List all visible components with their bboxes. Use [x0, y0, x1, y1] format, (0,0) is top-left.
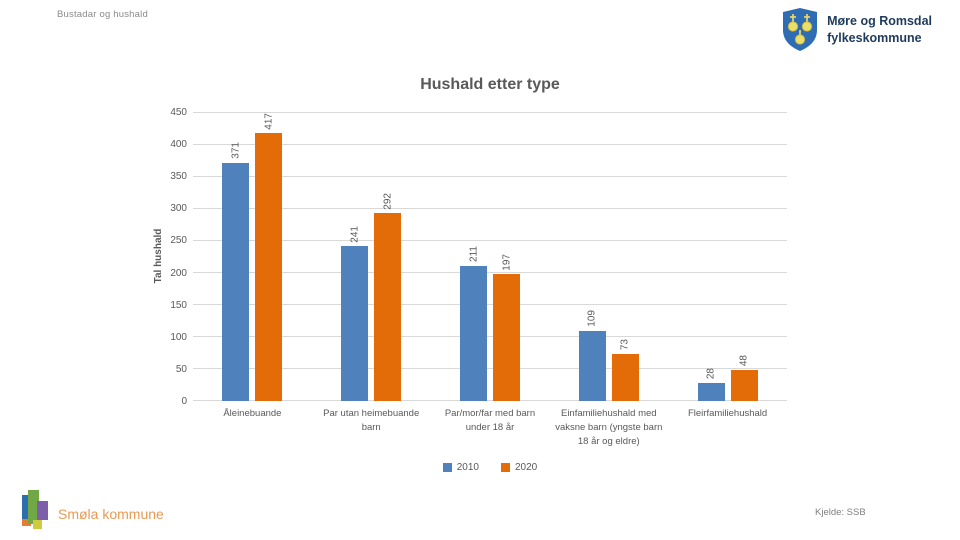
county-logo-line1: Møre og Romsdal: [827, 14, 932, 29]
bar-2020: [493, 274, 520, 401]
gridline: [193, 400, 787, 401]
bar-value-label: 73: [619, 339, 631, 351]
legend-item-2010: 2010: [442, 462, 479, 473]
source-note: Kjelde: SSB: [815, 507, 866, 518]
bar-2010: [460, 265, 487, 401]
bar-value-label: 292: [382, 192, 394, 210]
gridline: [193, 368, 787, 370]
logo-bar-yellow: [33, 520, 42, 529]
bar-value-label: 197: [501, 253, 512, 271]
gridline: [193, 207, 787, 209]
bar-value-label: 48: [738, 355, 750, 367]
logo-bar-blue: [22, 495, 31, 520]
bar-value-label: 417: [263, 112, 275, 130]
y-axis-tick-labels: 0 50 100 150 200 250 300 350 400 450: [150, 107, 187, 407]
gridline: [193, 304, 787, 306]
bar-value-label: 109: [586, 310, 598, 327]
bar-2020: [374, 213, 402, 401]
y-tick-label: 400: [170, 139, 187, 151]
coat-of-arms-icon: [783, 8, 818, 51]
bar-chart: Hushald etter type Tal hushald 0 50 100 150…: [150, 70, 810, 490]
legend-item-2020: 2020: [501, 462, 537, 473]
y-tick-label: 300: [170, 203, 187, 215]
bar-2010: [697, 383, 725, 401]
bar-2010: [222, 162, 250, 401]
chart-title: Hushald etter type: [420, 76, 560, 93]
municipality-logo-icon: [20, 489, 54, 533]
x-axis-category-labels: Åleinebuande Par utan heimebuande barn Par…: [193, 407, 787, 448]
gridline: [193, 175, 787, 177]
gridline: [193, 336, 787, 338]
gridline: [193, 143, 787, 145]
logo-bar-green: [28, 490, 39, 524]
category-label: Åleinebuande: [223, 408, 282, 419]
bar-value-label: 211: [468, 245, 479, 262]
category-label: Par utan heimebuande barn: [323, 408, 420, 433]
y-tick-label: 50: [175, 363, 187, 375]
y-tick-label: 200: [170, 267, 187, 279]
bar-2010: [578, 331, 606, 401]
category-label: Par/mor/far med barn under 18 år: [444, 408, 536, 433]
gridline: [193, 111, 787, 113]
county-logo: Møre og Romsdal fylkeskommune: [781, 7, 932, 52]
legend-label: 2020: [515, 462, 538, 473]
municipality-name: Smøla kommune: [58, 506, 164, 522]
county-logo-text: Møre og Romsdal fylkeskommune: [827, 13, 932, 46]
county-logo-line2: fylkeskommune: [827, 30, 922, 45]
y-tick-label: 0: [181, 396, 187, 407]
y-tick-label: 100: [170, 331, 187, 343]
bar-2020: [730, 370, 758, 401]
bar-2020: [255, 133, 283, 401]
legend-swatch-icon: [442, 463, 452, 472]
y-tick-label: 350: [170, 171, 187, 183]
logo-bar-purple: [37, 501, 48, 520]
gridline: [193, 239, 787, 241]
y-tick-label: 250: [170, 235, 187, 247]
chart-legend: 2010 2020: [193, 462, 787, 473]
legend-label: 2010: [456, 462, 479, 473]
bar-2020: [611, 354, 639, 401]
gridline: [193, 272, 787, 274]
category-label: Fleirfamiliehushald: [687, 408, 768, 419]
plot-area: 371 417 241 292 211 197 109 73 28 48: [193, 111, 787, 401]
page-header-title: Bustadar og hushald: [57, 9, 148, 20]
bar-value-label: 28: [705, 367, 717, 380]
bar-2010: [341, 246, 369, 401]
bar-value-label: 371: [230, 142, 242, 159]
logo-bar-orange: [22, 519, 31, 526]
bar-value-label: 241: [349, 225, 361, 243]
legend-swatch-icon: [501, 463, 510, 472]
y-tick-label: 450: [170, 107, 187, 118]
category-label: Einfamiliehushald med vaksne barn (yngst…: [555, 408, 663, 447]
y-tick-label: 150: [170, 299, 187, 311]
